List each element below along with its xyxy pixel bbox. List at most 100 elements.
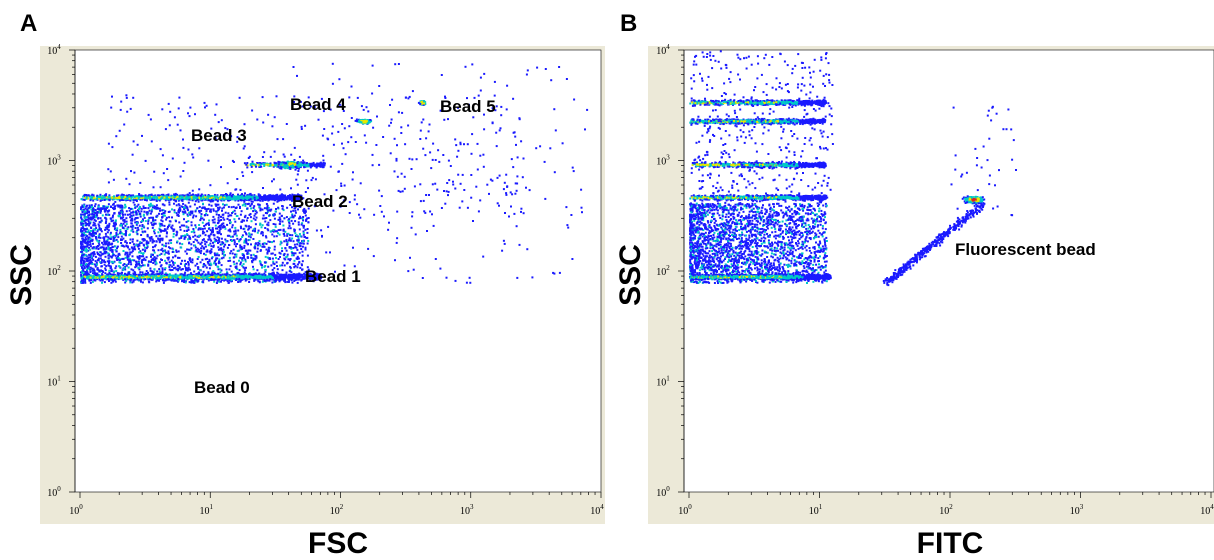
event-dot [303, 207, 306, 210]
event-dot [218, 260, 220, 263]
event-dot [143, 244, 145, 247]
event-dot [103, 238, 106, 240]
event-dot [164, 259, 167, 262]
event-dot [274, 253, 277, 256]
event-dot [183, 263, 186, 266]
event-dot [244, 202, 247, 205]
event-dot [291, 252, 294, 255]
event-dot [172, 198, 175, 201]
event-dot [204, 223, 207, 226]
event-dot [160, 276, 163, 279]
event-dot [305, 237, 308, 239]
event-dot [115, 250, 118, 253]
event-dot [81, 243, 84, 246]
event-dot [278, 223, 281, 225]
event-dot [139, 279, 142, 282]
event-dot [206, 257, 209, 260]
event-dot [291, 275, 294, 278]
event-dot [183, 274, 186, 277]
event-dot [195, 277, 197, 280]
event-dot [295, 274, 298, 277]
event-dot [221, 252, 224, 255]
event-dot [104, 243, 107, 246]
event-dot [241, 193, 243, 196]
event-dot [104, 252, 107, 255]
event-dot [221, 273, 224, 276]
event-dot [131, 238, 134, 241]
event-dot [272, 260, 275, 263]
event-dot [136, 229, 139, 232]
event-dot [292, 209, 295, 212]
event-dot [272, 262, 275, 265]
event-dot [286, 276, 289, 278]
event-dot [96, 278, 98, 281]
event-dot [200, 199, 203, 202]
event-dot [90, 275, 93, 278]
event-dot [270, 264, 273, 267]
event-dot [249, 273, 252, 276]
event-dot [147, 207, 150, 210]
event-dot [111, 276, 114, 279]
event-dot [149, 278, 152, 280]
event-dot [113, 235, 116, 238]
event-dot [124, 256, 127, 259]
event-dot [179, 209, 182, 212]
event-dot [278, 251, 281, 254]
x-tick-label: 103 [460, 503, 474, 517]
event-dot [231, 212, 234, 214]
event-dot [208, 258, 211, 261]
event-dot [136, 226, 139, 229]
event-dot [252, 210, 255, 213]
event-dot [120, 242, 123, 244]
event-dot [108, 271, 111, 274]
event-dot [142, 255, 145, 258]
event-dot [278, 212, 281, 215]
event-dot [245, 278, 248, 281]
event-dot [158, 241, 161, 244]
event-dot [219, 247, 222, 250]
event-dot [129, 251, 132, 254]
event-dot [297, 208, 299, 211]
event-dot [284, 258, 287, 261]
event-dot [141, 198, 144, 201]
event-dot [264, 268, 267, 271]
event-dot [217, 221, 220, 224]
event-dot [160, 193, 163, 196]
event-dot [135, 265, 138, 268]
event-dot [279, 218, 282, 221]
event-dot [208, 236, 211, 239]
event-dot [289, 239, 292, 242]
event-dot [80, 259, 83, 262]
event-dot [217, 203, 220, 206]
event-dot [181, 243, 184, 246]
event-dot [182, 277, 185, 280]
event-dot [198, 234, 201, 237]
event-dot [233, 218, 236, 221]
event-dot [129, 261, 132, 264]
event-dot [200, 217, 202, 220]
event-dot [300, 263, 303, 266]
event-dot [107, 225, 110, 228]
event-dot [87, 249, 90, 252]
event-dot [203, 240, 206, 243]
event-dot [81, 254, 83, 257]
event-dot [121, 257, 124, 260]
event-dot [161, 216, 164, 219]
event-dot [163, 277, 166, 280]
event-dot [176, 231, 179, 234]
event-dot [261, 199, 264, 202]
event-dot [237, 199, 240, 202]
event-dot [316, 275, 319, 278]
event-dot [291, 254, 294, 257]
event-dot [186, 226, 189, 229]
event-dot [213, 240, 216, 243]
event-dot [120, 217, 122, 220]
event-dot [167, 278, 170, 281]
event-dot [210, 263, 213, 266]
event-dot [218, 206, 221, 209]
event-dot [186, 233, 188, 236]
event-dot [93, 205, 96, 208]
event-dot [261, 266, 263, 269]
event-dot [316, 278, 319, 281]
event-dot [292, 277, 295, 280]
